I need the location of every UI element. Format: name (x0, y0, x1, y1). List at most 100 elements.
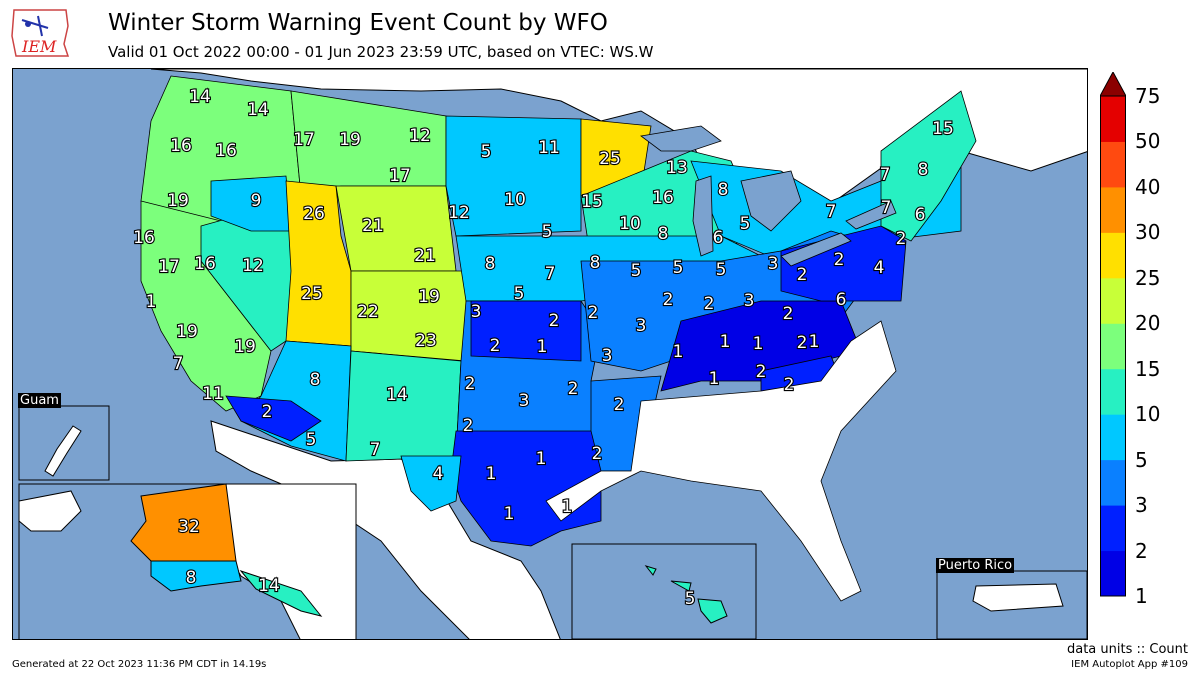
wfo-count-label: 5 (481, 142, 492, 162)
wfo-count-label: 5 (716, 260, 727, 280)
colorbar-segment (1100, 368, 1126, 415)
guam-island (44, 425, 82, 477)
wfo-count-label: 5 (740, 214, 751, 234)
wfo-count-label: 3 (744, 291, 755, 311)
wfo-count-label: 16 (170, 136, 192, 156)
wfo-count-label: 1 (809, 332, 820, 352)
wfo-count-label: 14 (189, 87, 211, 107)
wfo-count-label: 16 (215, 141, 237, 161)
page-subtitle: Valid 01 Oct 2022 00:00 - 01 Jun 2023 23… (108, 43, 654, 61)
wfo-count-label: 16 (652, 188, 674, 208)
wfo-count-label: 11 (538, 138, 560, 158)
wfo-count-label: 7 (370, 440, 381, 460)
wfo-count-label: 2 (588, 303, 599, 323)
wfo-count-label: 7 (545, 264, 556, 284)
colorbar-segment (1100, 323, 1126, 370)
wfo-count-label: 23 (415, 331, 437, 351)
wfo-count-label: 2 (465, 374, 476, 394)
wfo-count-label: 2 (896, 229, 907, 249)
wfo-count-label: 6 (836, 290, 847, 310)
puerto-rico-inset-label: Puerto Rico (936, 558, 1015, 573)
wfo-count-label: 14 (386, 385, 408, 405)
wfo-count-label: 17 (293, 130, 315, 150)
colorbar-segment (1100, 277, 1126, 324)
colorbar-tick-label: 25 (1135, 265, 1161, 290)
colorbar-segment (1100, 505, 1126, 552)
wfo-count-label: 2 (797, 265, 808, 285)
wfo-count-label: 16 (133, 228, 155, 248)
region-new-england (880, 90, 977, 242)
wfo-count-label: 2 (262, 402, 273, 422)
great-lakes-water (640, 125, 897, 267)
wfo-count-label: 19 (167, 191, 189, 211)
wfo-count-label: 32 (178, 517, 200, 537)
colorbar (1100, 72, 1126, 597)
colorbar-tick-label: 5 (1135, 447, 1148, 472)
inset-hawaii (571, 543, 757, 639)
wfo-count-label: 12 (242, 256, 264, 276)
colorbar-segment (1100, 186, 1126, 233)
region-kansas (470, 300, 582, 362)
wfo-count-label: 7 (173, 354, 184, 374)
colorbar-tick-label: 20 (1135, 311, 1161, 336)
colorbar-segment (1100, 550, 1126, 597)
wfo-count-label: 2 (663, 290, 674, 310)
colorbar-tick-label: 3 (1135, 493, 1148, 518)
wfo-count-label: 1 (720, 332, 731, 352)
wfo-count-label: 5 (542, 222, 553, 242)
generated-note: Generated at 22 Oct 2023 11:36 PM CDT in… (12, 659, 267, 670)
wfo-count-label: 8 (658, 224, 669, 244)
wfo-count-label: 1 (673, 342, 684, 362)
wfo-count-label: 22 (357, 302, 379, 322)
wfo-count-label: 26 (303, 204, 325, 224)
wfo-count-label: 3 (768, 254, 779, 274)
wfo-count-label: 3 (471, 302, 482, 322)
region-wyoming (335, 185, 457, 272)
wfo-count-label: 7 (881, 198, 892, 218)
region-new-mexico (345, 350, 462, 462)
wfo-count-label: 2 (463, 416, 474, 436)
wfo-count-label: 6 (713, 228, 724, 248)
wfo-count-label: 2 (490, 336, 501, 356)
wfo-count-label: 1 (536, 449, 547, 469)
data-units: data units :: Count (1066, 642, 1188, 657)
wfo-count-label: 15 (581, 192, 603, 212)
wfo-count-label: 2 (784, 375, 795, 395)
wfo-count-label: 4 (433, 464, 444, 484)
colorbar-tick-label: 50 (1135, 129, 1161, 154)
region-west-texas (400, 455, 462, 512)
wfo-count-label: 25 (301, 284, 323, 304)
wfo-count-label: 21 (414, 246, 436, 266)
wfo-count-label: 3 (602, 346, 613, 366)
wfo-count-label: 1 (537, 337, 548, 357)
wfo-count-label: 12 (448, 203, 470, 223)
alaska-south (150, 560, 242, 592)
wfo-count-label: 19 (176, 322, 198, 342)
wfo-count-label: 7 (880, 165, 891, 185)
wfo-count-label: 2 (756, 362, 767, 382)
wfo-count-label: 21 (362, 216, 384, 236)
colorbar-frame (1100, 95, 1126, 597)
colorbar-segment (1100, 459, 1126, 506)
wfo-count-label: 8 (186, 568, 197, 588)
hawaii-islands (644, 565, 728, 624)
wfo-count-label: 1 (146, 292, 157, 312)
iem-logo: IEM (11, 9, 70, 57)
wfo-count-label: 5 (514, 284, 525, 304)
wfo-count-label: 13 (666, 158, 688, 178)
colorbar-tick-label: 15 (1135, 356, 1161, 381)
alaska-west-land (18, 490, 82, 532)
map-panel: 14 14 16 16 17 19 12 5 11 25 15 13 19 9 26 21 17 12 10 16 8 1… (12, 68, 1088, 640)
wfo-count-label: 1 (486, 464, 497, 484)
colorbar-tick-label: 30 (1135, 220, 1161, 245)
app-note: IEM Autoplot App #109 (1071, 659, 1188, 670)
wfo-count-label: 25 (599, 149, 621, 169)
wfo-count-label: 7 (826, 202, 837, 222)
wfo-count-label: 5 (685, 589, 696, 609)
wfo-count-label: 4 (874, 258, 885, 278)
wfo-count-label: 8 (590, 253, 601, 273)
wfo-count-label: 19 (418, 287, 440, 307)
colorbar-tick-label: 2 (1135, 538, 1148, 563)
